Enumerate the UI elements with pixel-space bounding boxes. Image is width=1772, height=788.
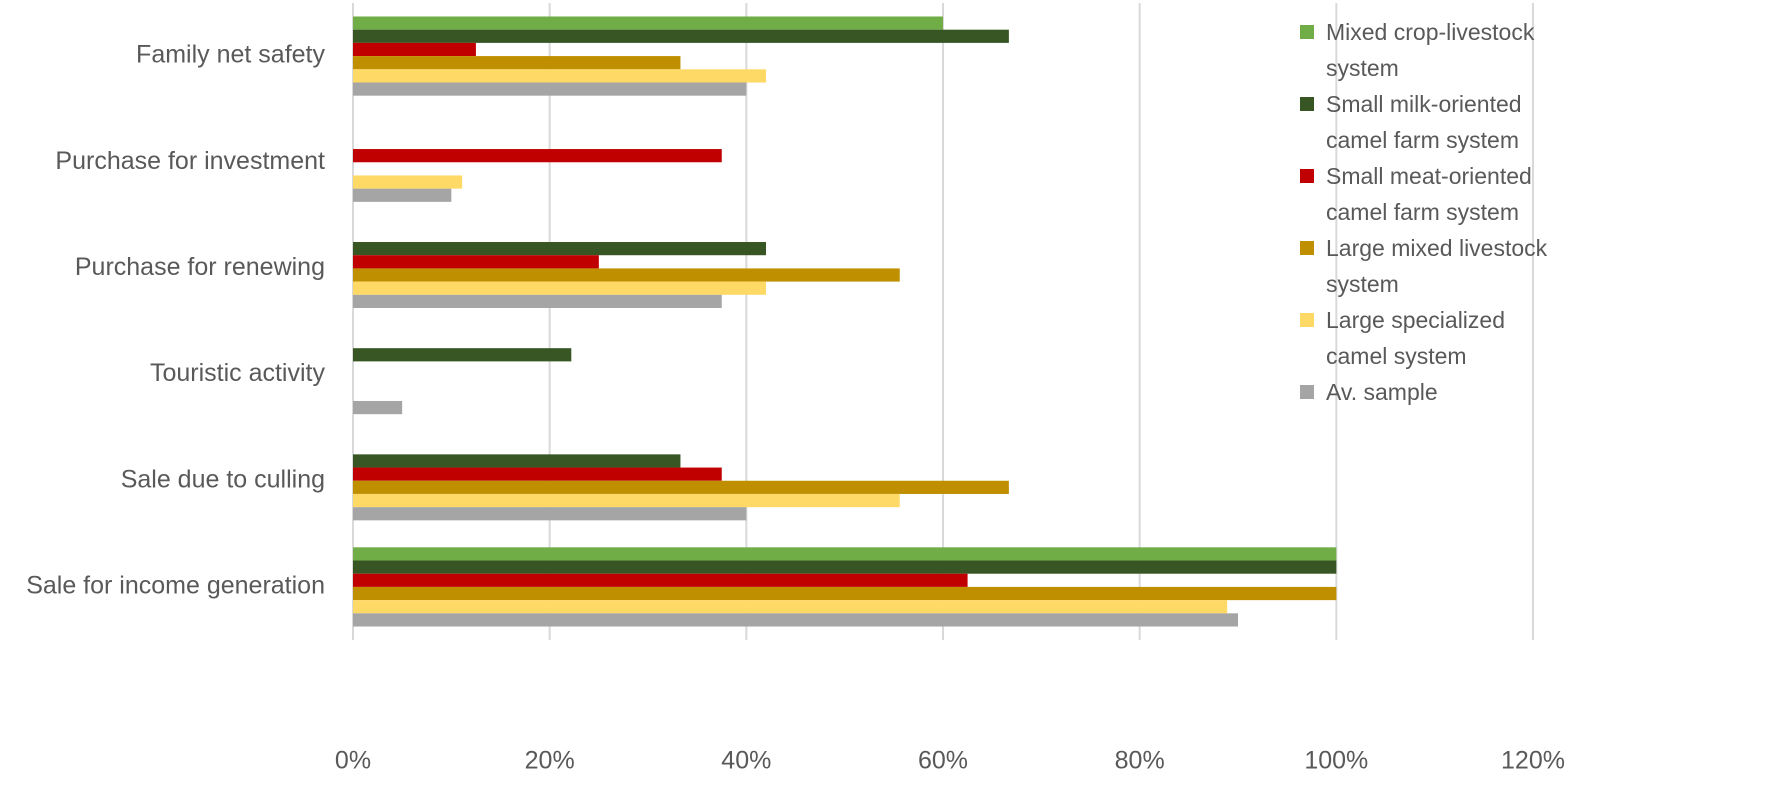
legend-label: Mixed crop-livestock system (1326, 19, 1535, 81)
y-tick-label: Purchase for investment (55, 147, 325, 175)
y-tick-label: Sale due to culling (121, 465, 325, 493)
legend-swatch (1300, 169, 1314, 183)
legend-swatch (1300, 97, 1314, 111)
bar (353, 613, 1238, 627)
legend-swatch (1300, 25, 1314, 39)
bar (353, 281, 766, 295)
x-tick-label: 80% (1115, 747, 1165, 775)
legend-item: Small milk-oriented camel farm system (1300, 86, 1565, 158)
bar (353, 480, 1009, 494)
bar (353, 573, 968, 587)
y-tick-label: Sale for income generation (26, 572, 325, 600)
bar (353, 175, 463, 189)
bar (353, 294, 722, 309)
bar (353, 400, 403, 415)
legend-label: Large mixed livestock system (1326, 235, 1548, 297)
x-tick-label: 40% (721, 747, 771, 775)
legend-item: Mixed crop-livestock system (1300, 14, 1565, 86)
legend-swatch (1300, 313, 1314, 327)
bar (353, 82, 747, 96)
bar (353, 268, 900, 282)
legend-label: Small meat-oriented camel farm system (1326, 163, 1532, 225)
bar (353, 560, 1337, 574)
x-tick-label: 100% (1304, 747, 1368, 775)
legend-item: Large mixed livestock system (1300, 230, 1565, 302)
legend-item: Small meat-oriented camel farm system (1300, 158, 1565, 230)
bar (353, 56, 681, 70)
legend-item: Large specialized camel system (1300, 302, 1565, 374)
legend-label: Av. sample (1326, 379, 1438, 405)
bar (353, 348, 572, 362)
bar (353, 507, 747, 521)
legend-swatch (1300, 385, 1314, 399)
bar (353, 16, 943, 30)
bar (353, 149, 722, 163)
legend-label: Large specialized camel system (1326, 307, 1506, 369)
legend: Mixed crop-livestock system Small milk-or… (1300, 14, 1565, 410)
bar (353, 69, 766, 83)
x-tick-label: 0% (335, 747, 371, 775)
bar (353, 493, 900, 508)
bar (353, 255, 599, 269)
bar (353, 29, 1009, 43)
y-tick-label: Purchase for renewing (75, 253, 325, 281)
legend-swatch (1300, 241, 1314, 255)
bar (353, 586, 1337, 601)
bar (353, 188, 452, 202)
bar (353, 42, 476, 57)
bar (353, 547, 1337, 561)
x-tick-label: 120% (1501, 747, 1565, 775)
bar (353, 467, 722, 481)
x-tick-label: 20% (525, 747, 575, 775)
bar (353, 600, 1228, 614)
bar (353, 242, 766, 256)
bar (353, 454, 681, 468)
legend-label: Small milk-oriented camel farm system (1326, 91, 1522, 153)
y-tick-label: Touristic activity (150, 359, 326, 387)
legend-item: Av. sample (1300, 374, 1565, 410)
x-tick-label: 60% (918, 747, 968, 775)
y-tick-label: Family net safety (136, 41, 325, 69)
